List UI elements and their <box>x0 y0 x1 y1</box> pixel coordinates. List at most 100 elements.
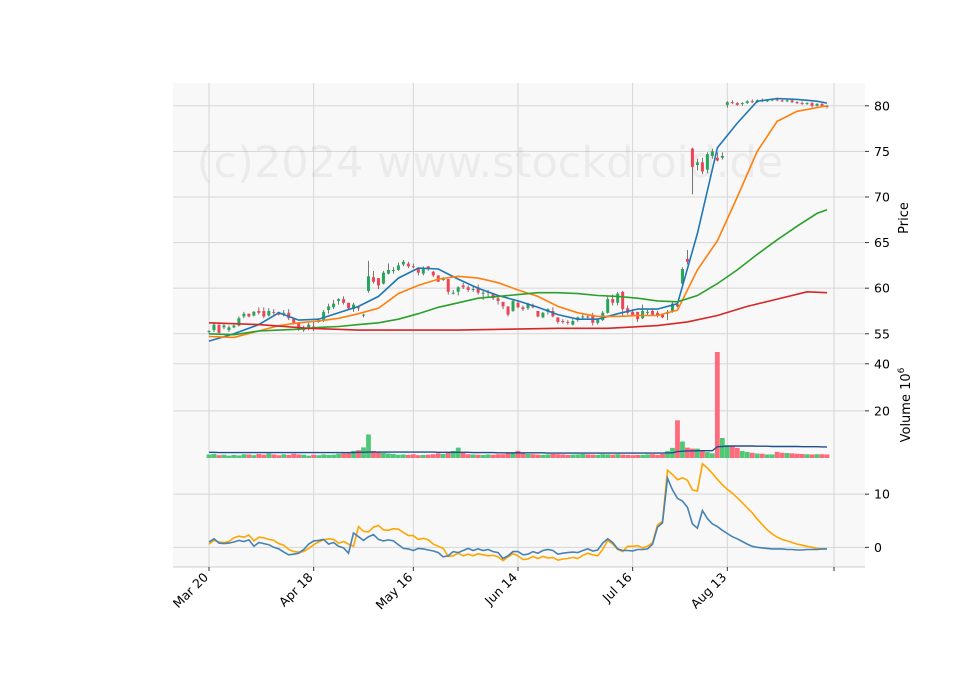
volume-bar <box>266 453 272 458</box>
volume-bar <box>430 454 436 458</box>
candle-up <box>616 293 620 303</box>
volume-bar <box>366 434 371 458</box>
candle-down <box>521 307 525 310</box>
oscillator-lines <box>208 462 827 562</box>
volume-average-line <box>209 445 827 454</box>
candle-up <box>337 299 341 301</box>
volume-bar <box>530 454 536 458</box>
candle-down <box>411 266 415 268</box>
volume-axis-label: Volume 106 <box>897 367 914 442</box>
volume-bar <box>505 453 511 458</box>
candle-up <box>366 276 370 291</box>
volume-bar <box>316 455 322 458</box>
x-tick-label: Jul 16 <box>599 569 635 605</box>
volume-bar <box>764 454 770 458</box>
candle-down <box>257 310 261 313</box>
volume-bar <box>550 453 556 458</box>
candle-down <box>735 103 739 105</box>
watermark-text: (c)2024 www.stockdroid.de <box>197 138 784 188</box>
volume-bar <box>261 454 267 458</box>
oscillator-y-tick-label: 10 <box>874 487 890 502</box>
candle-down <box>715 157 719 161</box>
candle-up <box>322 311 326 321</box>
price-y-tick-label: 65 <box>874 235 890 250</box>
candle-down <box>551 310 555 317</box>
candle-up <box>815 103 819 106</box>
volume-bar <box>784 453 790 458</box>
volume-bar <box>789 453 795 458</box>
volume-bar <box>271 454 277 458</box>
volume-bar <box>485 454 491 458</box>
oscillator-panel-background <box>173 458 865 567</box>
candle-down <box>292 318 296 323</box>
volume-bar <box>610 454 616 458</box>
volume-bar <box>281 454 287 458</box>
candle-up <box>237 318 241 326</box>
candle-down <box>775 99 779 101</box>
moving-average-line-1 <box>208 97 828 342</box>
moving-average-line-4 <box>208 290 828 331</box>
candle-down <box>272 311 276 313</box>
volume-bar <box>395 454 401 458</box>
volume-bar <box>565 454 571 458</box>
volume-bar <box>660 453 665 458</box>
candle-up <box>745 101 749 104</box>
volume-bars <box>206 352 830 458</box>
volume-panel-background <box>173 352 865 458</box>
volume-bar <box>495 454 501 458</box>
candle-up <box>391 269 395 271</box>
candle-down <box>800 103 804 105</box>
volume-bar <box>241 454 247 458</box>
volume-bar <box>819 454 825 458</box>
x-tick-label: Jun 14 <box>481 569 520 608</box>
grid-lines <box>173 83 865 567</box>
volume-bar <box>590 454 596 458</box>
volume-bar <box>351 450 356 458</box>
volume-bar <box>615 454 621 458</box>
volume-bar <box>500 454 506 458</box>
candle-down <box>406 263 410 267</box>
candle-down <box>347 302 351 309</box>
volume-bar <box>620 454 626 458</box>
price-y-tick-label: 80 <box>874 98 890 113</box>
volume-y-tick-label: 20 <box>874 403 890 418</box>
volume-bar <box>540 454 546 458</box>
volume-bar <box>246 454 252 458</box>
candle-up <box>222 325 226 328</box>
volume-bar <box>470 454 476 458</box>
candle-up <box>680 269 684 284</box>
candle-up <box>646 311 650 313</box>
price-y-tick-label: 75 <box>874 144 890 159</box>
candle-down <box>342 299 346 303</box>
volume-bar <box>605 454 611 458</box>
candle-down <box>561 320 565 322</box>
volume-bar <box>645 454 650 458</box>
volume-bar <box>520 453 526 458</box>
volume-bar <box>779 452 785 458</box>
candle-up <box>307 324 311 329</box>
volume-bar <box>445 452 451 458</box>
candle-down <box>621 291 625 310</box>
volume-bar <box>326 454 332 458</box>
volume-bar <box>555 454 561 458</box>
candle-up <box>720 155 724 158</box>
candle-down <box>247 313 251 317</box>
candle-down <box>810 103 814 106</box>
volume-bar <box>630 455 636 458</box>
price-panel-background <box>173 83 865 352</box>
candle-up <box>471 289 475 291</box>
candle-down <box>685 258 689 262</box>
candle-down <box>656 312 660 316</box>
volume-bar <box>420 454 426 458</box>
candle-up <box>386 269 390 274</box>
candle-down <box>466 287 470 290</box>
volume-bar <box>381 452 386 458</box>
volume-bar <box>306 455 312 458</box>
volume-bar <box>680 441 685 458</box>
candle-up <box>710 151 714 156</box>
candle-down <box>426 266 430 270</box>
candle-up <box>352 304 356 310</box>
candle-up <box>541 312 545 318</box>
candle-up <box>227 327 231 331</box>
volume-bar <box>311 454 317 458</box>
